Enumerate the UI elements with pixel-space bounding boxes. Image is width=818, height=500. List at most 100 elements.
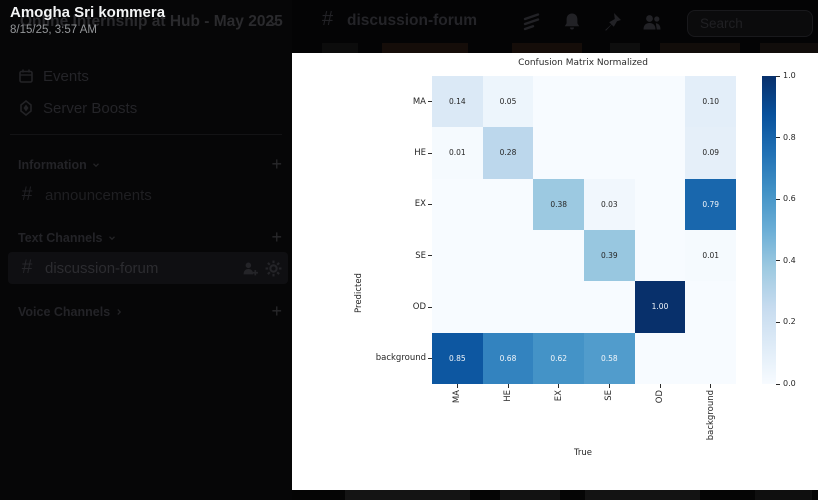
heatmap-cell-MA-EX — [533, 76, 584, 128]
chat-bottom-strip — [345, 490, 470, 500]
category-voice-channels[interactable]: Voice Channels + — [8, 301, 288, 321]
colorbar-tick-mark — [776, 321, 780, 323]
sidebar-item-server-boosts[interactable]: Server Boosts — [8, 95, 288, 121]
topbar-channel-name: discussion-forum — [347, 12, 478, 29]
heatmap-cell-background-EX: 0.62 — [533, 332, 584, 384]
y-tick-mark — [428, 255, 432, 257]
heatmap-cell-SE-OD — [634, 229, 686, 282]
sidebar-divider — [10, 134, 282, 135]
x-tick-label-OD: OD — [655, 390, 665, 404]
colorbar — [762, 76, 776, 384]
sidebar-channel-discussion-forum[interactable]: # discussion-forum — [8, 252, 288, 284]
chat-attachment-hint — [610, 43, 640, 53]
add-channel-button[interactable]: + — [271, 154, 282, 174]
x-tick-mark — [710, 384, 712, 388]
hash-icon: # — [322, 8, 334, 30]
boost-icon — [20, 100, 32, 116]
y-tick-label-EX: EX — [414, 199, 426, 210]
threads-icon[interactable] — [521, 11, 543, 33]
heatmap-cell-OD-SE — [584, 281, 635, 333]
category-information[interactable]: Information + — [8, 154, 288, 174]
y-axis-title: Predicted — [354, 273, 364, 313]
heatmap-cell-HE-background: 0.09 — [685, 127, 736, 179]
chat-bottom-strip — [585, 490, 700, 500]
heatmap-cell-HE-OD — [634, 127, 686, 179]
colorbar-tick-label-1.0: 1.0 — [783, 71, 796, 80]
heatmap-cell-EX-OD — [634, 178, 686, 230]
colorbar-tick-label-0.2: 0.2 — [783, 317, 796, 327]
x-tick-mark — [659, 384, 661, 388]
chat-attachment-hint — [660, 43, 740, 53]
category-label: Information — [18, 158, 87, 172]
chat-attachment-hint — [760, 43, 818, 53]
chat-bottom-strip — [755, 490, 812, 500]
heatmap-cell-HE-EX — [533, 127, 584, 179]
channel-label: announcements — [45, 186, 152, 204]
y-tick-mark — [428, 152, 432, 154]
heatmap-cell-OD-EX — [533, 281, 584, 333]
x-tick-label-background: background — [705, 390, 716, 441]
member-list-icon[interactable] — [641, 11, 663, 33]
heatmap-cell-EX-HE — [482, 178, 534, 230]
heatmap-cell-OD-OD: 1.00 — [634, 281, 686, 333]
x-tick-mark — [456, 384, 458, 388]
gear-icon[interactable] — [265, 260, 282, 277]
heatmap-cell-background-MA: 0.85 — [432, 332, 483, 384]
heatmap-cell-OD-MA — [432, 281, 483, 333]
heatmap-cell-SE-MA — [432, 229, 483, 282]
y-tick-label-HE: HE — [414, 147, 426, 158]
search-input[interactable] — [688, 11, 812, 36]
lightbox-timestamp: 8/15/25, 3:57 AM — [10, 24, 97, 36]
heatmap-cell-background-SE: 0.58 — [584, 332, 635, 384]
x-tick-mark — [507, 384, 509, 388]
heatmap-cell-EX-background: 0.79 — [685, 178, 736, 230]
sidebar-channel-announcements[interactable]: # announcements — [8, 182, 288, 208]
chat-bottom-strip — [500, 490, 560, 500]
category-text-channels[interactable]: Text Channels + — [8, 227, 288, 247]
heatmap-cell-background-background — [685, 332, 736, 384]
y-tick-label-background: background — [375, 353, 426, 364]
lightbox-header: Amogha Sri kommera 8/15/25, 3:57 AM — [10, 4, 165, 36]
x-axis-title: True — [573, 448, 593, 458]
y-tick-label-SE: SE — [415, 250, 426, 261]
add-channel-button[interactable]: + — [271, 301, 282, 321]
x-tick-label-EX: EX — [553, 390, 564, 402]
chevron-down-icon — [108, 236, 115, 241]
category-label: Text Channels — [18, 231, 103, 245]
notifications-bell-icon[interactable] — [561, 11, 583, 33]
colorbar-tick-label-0.4: 0.4 — [783, 255, 796, 265]
heatmap-grid: 0.14 0.05 0.10 0.01 0.28 0.09 0.38 0.03 0.79 0.39… — [432, 76, 736, 384]
server-name: Online Internship at Hub - May 2025 — [20, 13, 283, 30]
calendar-icon — [19, 69, 33, 83]
x-tick-label-MA: MA — [452, 390, 463, 404]
heatmap-cell-background-HE: 0.68 — [482, 332, 534, 384]
y-tick-mark — [428, 306, 432, 308]
heatmap-cell-MA-HE: 0.05 — [482, 76, 534, 128]
heatmap-cell-HE-HE: 0.28 — [482, 127, 534, 179]
server-header[interactable]: Online Internship at Hub - May 2025 — [0, 0, 292, 48]
heatmap-cell-MA-OD — [634, 76, 686, 128]
lightbox-username: Amogha Sri kommera — [10, 4, 166, 21]
channel-topbar: # discussion-forum — [292, 0, 818, 42]
create-invite-icon[interactable] — [242, 260, 259, 277]
heatmap-cell-MA-SE — [584, 76, 635, 128]
heatmap-cell-MA-MA: 0.14 — [432, 76, 483, 128]
pinned-messages-icon[interactable] — [601, 11, 623, 33]
heatmap-cell-EX-EX: 0.38 — [533, 178, 584, 230]
heatmap-cell-OD-HE — [482, 281, 534, 333]
colorbar-tick-label-0.0: 0.0 — [783, 379, 796, 388]
search-box[interactable] — [687, 10, 813, 37]
y-axis-tick-labels: MA HE EX SE OD background — [292, 76, 426, 384]
add-channel-button[interactable]: + — [271, 227, 282, 247]
sidebar-item-events[interactable]: Events — [8, 63, 288, 89]
channel-label: discussion-forum — [45, 259, 159, 277]
colorbar-tick-mark — [776, 260, 780, 262]
heatmap-cell-SE-SE: 0.39 — [584, 229, 635, 282]
y-tick-mark — [428, 101, 432, 103]
chat-attachment-hint — [512, 43, 582, 53]
y-tick-mark — [428, 357, 432, 359]
heatmap-cell-HE-SE — [584, 127, 635, 179]
confusion-matrix-image[interactable]: Confusion Matrix Normalized 0.14 0.05 0.10… — [292, 53, 818, 490]
colorbar-tick-mark — [776, 198, 780, 200]
